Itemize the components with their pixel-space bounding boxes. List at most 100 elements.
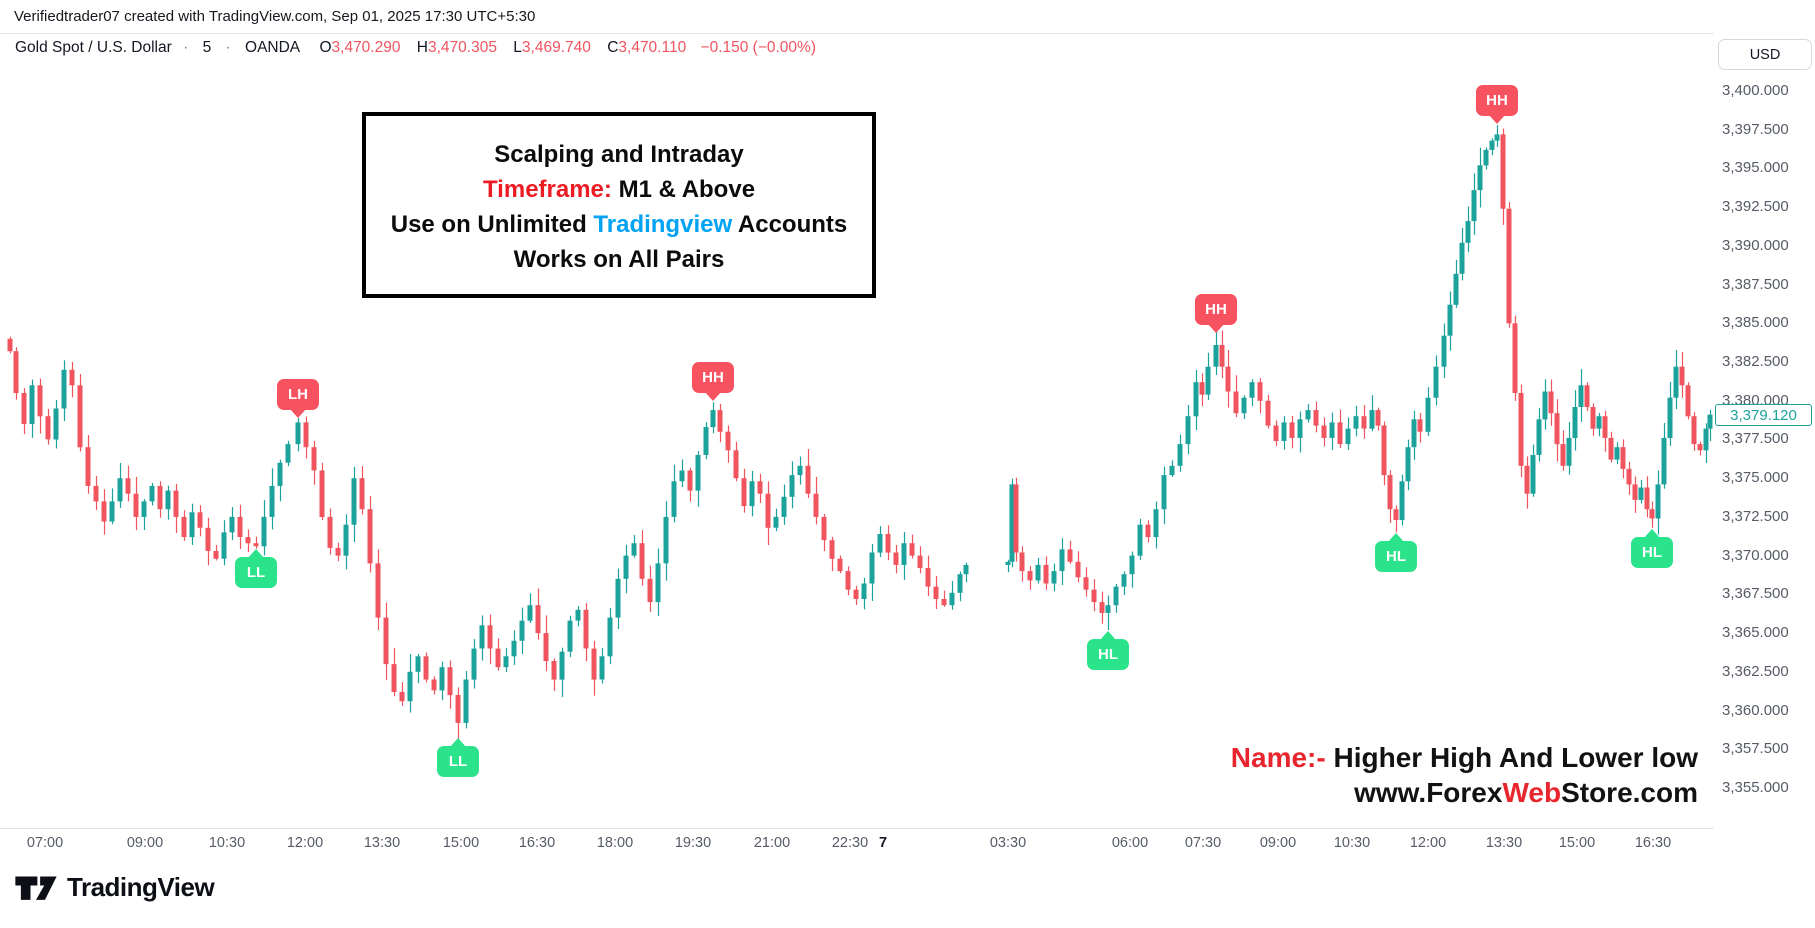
candle-body [229, 516, 235, 533]
timeframe-label: Timeframe: [482, 176, 612, 203]
candle-body [583, 609, 589, 649]
candle-body [591, 648, 597, 680]
time-axis-label: 18:00 [596, 835, 634, 851]
candle-body [1632, 484, 1638, 500]
candle-body [1193, 382, 1199, 417]
candle-body [367, 509, 373, 564]
candle-body [487, 625, 493, 649]
watermark-line-1: Name:- Higher High And Lower low [1230, 742, 1698, 773]
candle-body [1477, 165, 1483, 191]
price-axis-label: 3,355.000 [1722, 778, 1789, 796]
candle-body [383, 617, 389, 665]
candle-body [1518, 393, 1524, 466]
swing-marker-lh: LH [277, 379, 319, 411]
annotation-line-2: Timeframe: M1 & Above [482, 176, 756, 203]
candle-body [407, 671, 413, 702]
candle-body [375, 563, 381, 618]
candle-body [1608, 437, 1614, 460]
candle-body [1703, 428, 1709, 451]
candle-body [269, 485, 275, 517]
candle-body [61, 369, 67, 409]
candle-body [519, 620, 525, 641]
candle-body [631, 543, 637, 556]
price-axis-label: 3,400.000 [1722, 82, 1789, 99]
candle-body [157, 485, 163, 510]
candle-body [1043, 564, 1049, 584]
candle-body [725, 431, 731, 451]
candle-body [663, 516, 669, 564]
candle-body [319, 470, 325, 517]
time-axis-label: 10:30 [1333, 835, 1371, 851]
candle-body [1035, 564, 1041, 581]
candle-body [1265, 400, 1271, 426]
candle-body [963, 564, 969, 575]
candle-body [1447, 304, 1453, 336]
candle-body [399, 691, 405, 702]
tradingview-logo-text: TradingView [67, 872, 215, 902]
time-axis[interactable]: 07:00 09:00 10:30 12:00 13:30 15:00 16:30 18:00… [0, 829, 1815, 861]
candle-body [1441, 335, 1447, 367]
candle-body [1099, 602, 1105, 613]
candle-body [1542, 391, 1548, 420]
currency-button[interactable]: USD [1718, 39, 1812, 70]
candle-body [1153, 509, 1159, 538]
candle-body [1494, 134, 1500, 141]
high-value: 3,470.305 [428, 39, 497, 56]
candle-body [133, 493, 139, 517]
candle-body [205, 527, 211, 551]
candle-body [253, 543, 259, 547]
annotation-text-box[interactable]: Scalping and Intraday Timeframe: M1 & Ab… [362, 112, 876, 298]
candle-body [813, 493, 819, 517]
candle-body [1233, 391, 1239, 414]
candle-body [687, 470, 693, 491]
candle-body [1297, 419, 1303, 438]
swing-marker-hh: HH [692, 362, 734, 394]
candle-body [829, 540, 835, 559]
candle-body [1399, 481, 1405, 520]
price-axis[interactable]: USD 3,400.000 3,397.500 3,395.000 3,392.500… [1714, 33, 1815, 928]
candle-body [1661, 437, 1667, 485]
price-axis-label: 3,372.500 [1722, 507, 1789, 525]
candle-body [789, 475, 795, 497]
candle-body [559, 651, 565, 680]
time-axis-label: 16:30 [518, 835, 556, 851]
candle-body [173, 490, 179, 517]
candle-body [295, 422, 301, 445]
candle-body [861, 583, 867, 599]
candle-body [1590, 407, 1596, 429]
candle-body [1578, 385, 1584, 407]
swing-marker-pointer [705, 392, 721, 402]
candle-body [671, 481, 677, 517]
candle-body [141, 501, 147, 517]
candle-body [423, 656, 429, 680]
candle-body [1321, 425, 1327, 438]
candle-body [655, 563, 661, 603]
candle-body [1524, 465, 1530, 494]
candle-body [543, 633, 549, 661]
tradingview-logo[interactable]: TradingView [14, 872, 215, 903]
candle-body [1185, 416, 1191, 445]
candle-body [575, 609, 581, 621]
candle-body [1626, 468, 1632, 485]
candle-body [1375, 410, 1381, 426]
time-axis-label: 16:30 [1634, 835, 1672, 851]
candle-body [1483, 149, 1489, 166]
candle-body [1707, 414, 1713, 429]
candle-body [1572, 407, 1578, 438]
candle-body [471, 648, 477, 680]
candle-body [1506, 208, 1512, 324]
candle-body [1241, 397, 1247, 414]
candle-body [1105, 605, 1111, 613]
candle-body [13, 351, 19, 393]
candle-body [647, 578, 653, 603]
candle-body [1219, 345, 1225, 367]
candle-body [1027, 571, 1033, 581]
candle-body [237, 516, 243, 537]
price-axis-label: 3,360.000 [1722, 701, 1789, 719]
candle-body [703, 427, 709, 455]
candle-body [717, 410, 723, 432]
candle-body [37, 385, 43, 417]
candle-body [797, 465, 803, 476]
swing-marker-pointer [1644, 528, 1660, 538]
